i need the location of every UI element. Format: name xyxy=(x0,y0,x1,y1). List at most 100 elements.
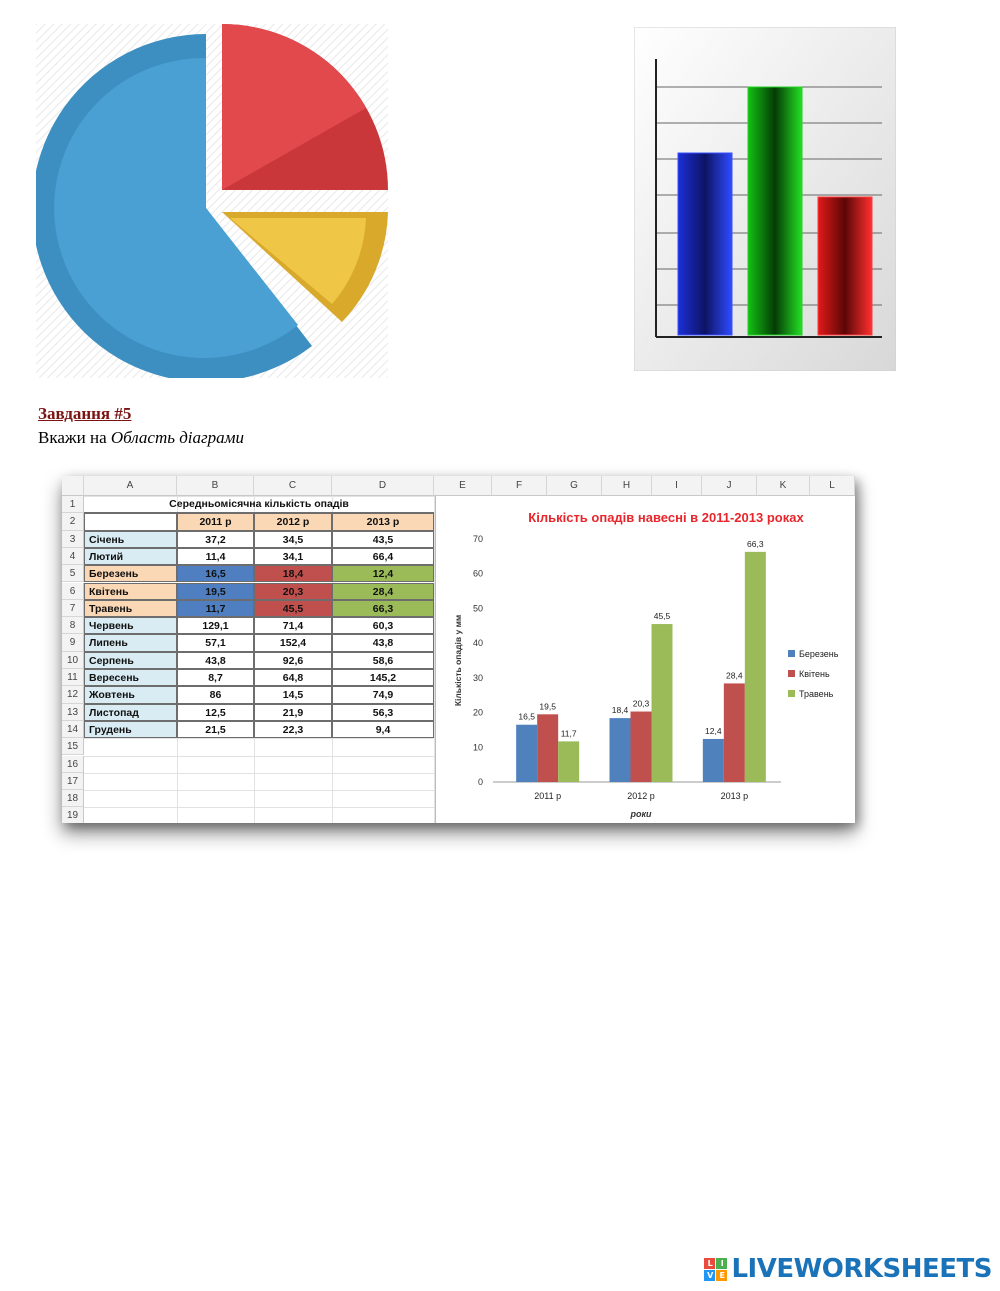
column-header[interactable]: E xyxy=(434,476,492,496)
value-cell[interactable]: 145,2 xyxy=(332,669,434,687)
header-blank-cell[interactable] xyxy=(84,513,177,531)
year-header[interactable]: 2013 р xyxy=(332,513,434,531)
row-header[interactable]: 19 xyxy=(62,807,84,823)
gridline xyxy=(84,807,434,809)
bar-Квітень xyxy=(630,711,652,782)
month-cell[interactable]: Жовтень xyxy=(84,686,177,704)
month-cell[interactable]: Липень xyxy=(84,634,177,652)
row-header[interactable]: 14 xyxy=(62,720,84,739)
value-cell[interactable]: 60,3 xyxy=(332,617,434,635)
value-cell[interactable]: 34,5 xyxy=(254,530,332,548)
row-header[interactable]: 10 xyxy=(62,651,84,669)
chart-area[interactable]: Кількість опадів навесні в 2011-2013 рок… xyxy=(435,496,855,823)
bar-Квітень xyxy=(537,714,559,782)
corner-cell[interactable] xyxy=(62,476,84,496)
month-cell[interactable]: Січень xyxy=(84,530,177,548)
row-header[interactable]: 17 xyxy=(62,772,84,791)
value-cell[interactable]: 92,6 xyxy=(254,651,332,669)
task-title: Завдання #5 xyxy=(38,404,132,423)
value-cell[interactable]: 22,3 xyxy=(254,720,332,739)
gridline xyxy=(84,790,434,792)
value-cell[interactable]: 66,3 xyxy=(332,599,434,618)
row-header[interactable]: 3 xyxy=(62,530,84,548)
value-cell[interactable]: 16,5 xyxy=(177,565,254,583)
value-cell[interactable]: 9,4 xyxy=(332,720,434,739)
month-cell[interactable]: Лютий xyxy=(84,547,177,566)
column-header[interactable]: L xyxy=(810,476,855,496)
row-header[interactable]: 11 xyxy=(62,669,84,687)
row-header[interactable]: 12 xyxy=(62,686,84,704)
value-cell[interactable]: 74,9 xyxy=(332,686,434,704)
value-cell[interactable]: 58,6 xyxy=(332,651,434,669)
column-header[interactable]: D xyxy=(332,476,434,496)
column-header[interactable]: H xyxy=(602,476,652,496)
row-header[interactable]: 8 xyxy=(62,617,84,635)
value-cell[interactable]: 43,8 xyxy=(177,651,254,669)
table-title[interactable]: Середньомісячна кількість опадів xyxy=(84,496,434,514)
month-cell[interactable]: Березень xyxy=(84,565,177,583)
month-cell[interactable]: Серпень xyxy=(84,651,177,669)
row-header[interactable]: 15 xyxy=(62,738,84,756)
value-cell[interactable]: 64,8 xyxy=(254,669,332,687)
instruction-prefix: Вкажи на xyxy=(38,428,111,447)
value-cell[interactable]: 56,3 xyxy=(332,703,434,721)
row-header[interactable]: 6 xyxy=(62,582,84,600)
row-header[interactable]: 2 xyxy=(62,513,84,531)
row-header[interactable]: 5 xyxy=(62,565,84,583)
legend-label: Квітень xyxy=(799,669,830,679)
value-cell[interactable]: 18,4 xyxy=(254,565,332,583)
value-cell[interactable]: 34,1 xyxy=(254,547,332,566)
value-cell[interactable]: 152,4 xyxy=(254,634,332,652)
value-cell[interactable]: 66,4 xyxy=(332,547,434,566)
column-header[interactable]: F xyxy=(492,476,547,496)
column-header[interactable]: C xyxy=(254,476,332,496)
value-cell[interactable]: 21,9 xyxy=(254,703,332,721)
value-cell[interactable]: 12,5 xyxy=(177,703,254,721)
year-header[interactable]: 2012 р xyxy=(254,513,332,531)
row-header[interactable]: 16 xyxy=(62,755,84,773)
value-cell[interactable]: 71,4 xyxy=(254,617,332,635)
value-cell[interactable]: 12,4 xyxy=(332,565,434,583)
precipitation-chart[interactable]: Кількість опадів навесні в 2011-2013 рок… xyxy=(436,496,855,823)
value-cell[interactable]: 43,8 xyxy=(332,634,434,652)
column-header[interactable]: K xyxy=(757,476,810,496)
value-cell[interactable]: 45,5 xyxy=(254,599,332,618)
value-cell[interactable]: 14,5 xyxy=(254,686,332,704)
value-cell[interactable]: 28,4 xyxy=(332,582,434,600)
month-cell[interactable]: Травень xyxy=(84,599,177,618)
row-header[interactable]: 7 xyxy=(62,599,84,618)
gridline xyxy=(84,496,434,497)
row-header[interactable]: 1 xyxy=(62,496,84,514)
row-header[interactable]: 9 xyxy=(62,634,84,652)
value-cell[interactable]: 11,7 xyxy=(177,599,254,618)
month-cell[interactable]: Грудень xyxy=(84,720,177,739)
value-cell[interactable]: 86 xyxy=(177,686,254,704)
row-header[interactable]: 18 xyxy=(62,790,84,808)
value-cell[interactable]: 19,5 xyxy=(177,582,254,600)
column-header[interactable]: G xyxy=(547,476,602,496)
bar-Травень xyxy=(744,551,766,782)
month-cell[interactable]: Листопад xyxy=(84,703,177,721)
brand-text: LIVEWORKSHEETS xyxy=(731,1254,992,1284)
value-cell[interactable]: 21,5 xyxy=(177,720,254,739)
column-header[interactable]: J xyxy=(702,476,757,496)
value-cell[interactable]: 8,7 xyxy=(177,669,254,687)
value-cell[interactable]: 37,2 xyxy=(177,530,254,548)
column-header[interactable]: I xyxy=(652,476,702,496)
year-header[interactable]: 2011 р xyxy=(177,513,254,531)
value-cell[interactable]: 129,1 xyxy=(177,617,254,635)
value-cell[interactable]: 11,4 xyxy=(177,547,254,566)
instruction-target: Область діаграми xyxy=(110,428,245,447)
row-header[interactable]: 13 xyxy=(62,703,84,721)
column-header[interactable]: A xyxy=(84,476,177,496)
value-cell[interactable]: 20,3 xyxy=(254,582,332,600)
legend-swatch xyxy=(788,650,795,657)
value-cell[interactable]: 43,5 xyxy=(332,530,434,548)
month-cell[interactable]: Червень xyxy=(84,617,177,635)
column-header[interactable]: B xyxy=(177,476,254,496)
month-cell[interactable]: Вересень xyxy=(84,669,177,687)
value-cell[interactable]: 57,1 xyxy=(177,634,254,652)
row-header[interactable]: 4 xyxy=(62,547,84,566)
month-cell[interactable]: Квітень xyxy=(84,582,177,600)
x-tick-label: 2011 р xyxy=(534,791,561,801)
